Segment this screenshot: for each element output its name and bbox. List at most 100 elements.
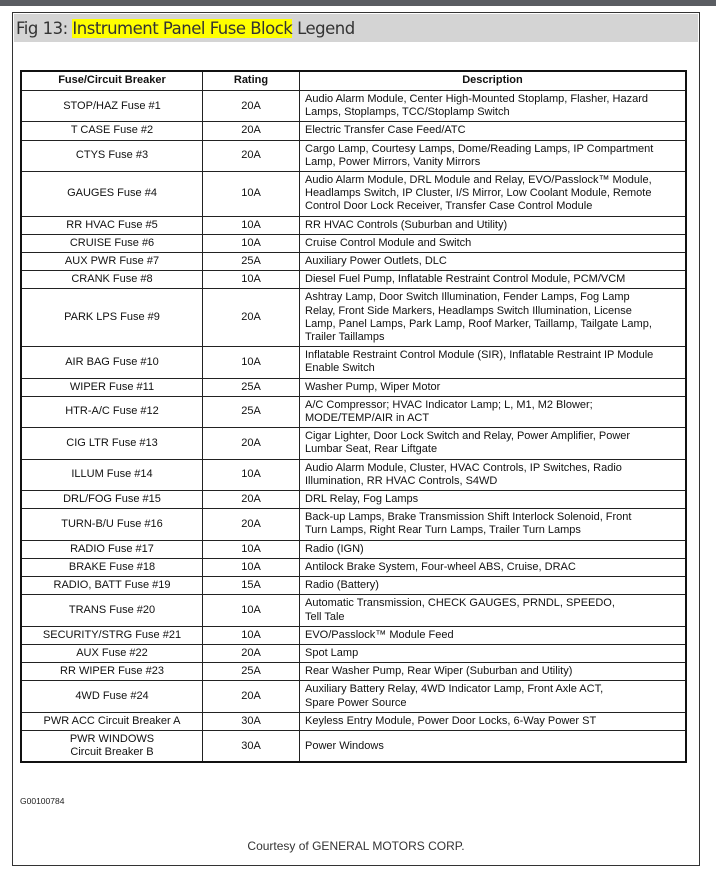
rating-cell: 20A (202, 643, 300, 664)
description-cell: Back-up Lamps, Brake Transmission Shift … (299, 508, 687, 541)
description-cell: Audio Alarm Module, Center High-Mounted … (299, 89, 687, 123)
table-row: CRANK Fuse #8 10A Diesel Fuel Pump, Inflat… (20, 270, 687, 290)
credit-line: Courtesy of GENERAL MOTORS CORP. (247, 839, 465, 853)
fuse-name-cell: RR WIPER Fuse #23 (20, 662, 203, 682)
figure-title-bar: Fig 13: Instrument Panel Fuse Block Lege… (14, 14, 698, 42)
rating-cell: 10A (202, 557, 300, 578)
fuse-name-cell: CRUISE Fuse #6 (20, 233, 203, 254)
table-row: TRANS Fuse #20 10A Automatic Transmission,… (20, 594, 687, 627)
fuse-name-cell: TRANS Fuse #20 (20, 594, 203, 627)
rating-cell: 10A (202, 594, 300, 627)
rating-cell: 20A (202, 121, 300, 141)
header-description: Description (299, 70, 687, 91)
fuse-name-cell: STOP/HAZ Fuse #1 (20, 89, 203, 123)
description-cell: Audio Alarm Module, DRL Module and Relay… (299, 171, 687, 217)
rating-cell: 20A (202, 427, 300, 460)
description-cell: Radio (Battery) (299, 576, 687, 596)
table-row: DRL/FOG Fuse #15 20A DRL Relay, Fog Lamps (20, 490, 687, 510)
rating-cell: 30A (202, 729, 300, 763)
header-fuse: Fuse/Circuit Breaker (20, 70, 203, 91)
table-row: TURN-B/U Fuse #16 20A Back-up Lamps, Brake… (20, 508, 687, 541)
table-row: CRUISE Fuse #6 10A Cruise Control Module a… (20, 233, 687, 254)
fuse-name-cell: CRANK Fuse #8 (20, 270, 203, 290)
title-highlight: Instrument Panel Fuse Block (72, 19, 293, 38)
table-row: RR WIPER Fuse #23 25A Rear Washer Pump, Re… (20, 662, 687, 682)
table-row: AUX PWR Fuse #7 25A Auxiliary Power Outlet… (20, 252, 687, 272)
table-header-row: Fuse/Circuit Breaker Rating Description (20, 70, 687, 91)
table-row: HTR-A/C Fuse #12 25A A/C Compressor; HVAC … (20, 395, 687, 429)
rating-cell: 10A (202, 270, 300, 290)
description-cell: A/C Compressor; HVAC Indicator Lamp; L, … (299, 395, 687, 429)
fuse-name-cell: ILLUM Fuse #14 (20, 458, 203, 492)
table-row: STOP/HAZ Fuse #1 20A Audio Alarm Module, C… (20, 89, 687, 123)
rating-cell: 25A (202, 377, 300, 397)
description-cell: Rear Washer Pump, Rear Wiper (Suburban a… (299, 662, 687, 682)
table-row: 4WD Fuse #24 20A Auxiliary Battery Relay, … (20, 680, 687, 713)
description-cell: Spot Lamp (299, 643, 687, 664)
fuse-name-cell: T CASE Fuse #2 (20, 121, 203, 141)
table-row: PWR WINDOWS Circuit Breaker B 30A Power Wi… (20, 729, 687, 763)
description-cell: Cruise Control Module and Switch (299, 233, 687, 254)
rating-cell: 10A (202, 625, 300, 645)
description-cell: EVO/Passlock™ Module Feed (299, 625, 687, 645)
description-cell: Electric Transfer Case Feed/ATC (299, 121, 687, 141)
table-row: SECURITY/STRG Fuse #21 10A EVO/Passlock™ M… (20, 625, 687, 645)
table-row: ILLUM Fuse #14 10A Audio Alarm Module, Clu… (20, 458, 687, 492)
fuse-name-cell: CTYS Fuse #3 (20, 139, 203, 173)
rating-cell: 25A (202, 395, 300, 429)
description-cell: RR HVAC Controls (Suburban and Utility) (299, 215, 687, 235)
figure-panel: Fig 13: Instrument Panel Fuse Block Lege… (12, 12, 700, 866)
figure-title: Fig 13: Instrument Panel Fuse Block Lege… (16, 19, 355, 38)
title-prefix: Fig 13: (16, 19, 73, 38)
fuse-name-cell: DRL/FOG Fuse #15 (20, 490, 203, 510)
description-cell: Keyless Entry Module, Power Door Locks, … (299, 711, 687, 731)
fuse-name-cell: RADIO, BATT Fuse #19 (20, 576, 203, 596)
rating-cell: 10A (202, 171, 300, 217)
description-cell: Inflatable Restraint Control Module (SIR… (299, 346, 687, 379)
fuse-name-cell: RADIO Fuse #17 (20, 539, 203, 559)
fuse-name-cell: WIPER Fuse #11 (20, 377, 203, 397)
fuse-name-cell: SECURITY/STRG Fuse #21 (20, 625, 203, 645)
table-row: PARK LPS Fuse #9 20A Ashtray Lamp, Door Sw… (20, 288, 687, 348)
table-row: RADIO Fuse #17 10A Radio (IGN) (20, 539, 687, 559)
fuse-name-cell: GAUGES Fuse #4 (20, 171, 203, 217)
fuse-name-cell: RR HVAC Fuse #5 (20, 215, 203, 235)
fuse-name-cell: TURN-B/U Fuse #16 (20, 508, 203, 541)
figure-code: G00100784 (20, 796, 65, 806)
table-row: PWR ACC Circuit Breaker A 30A Keyless Entr… (20, 711, 687, 731)
rating-cell: 10A (202, 539, 300, 559)
fuse-name-cell: PWR ACC Circuit Breaker A (20, 711, 203, 731)
description-cell: Ashtray Lamp, Door Switch Illumination, … (299, 288, 687, 348)
rating-cell: 25A (202, 252, 300, 272)
fuse-name-cell: 4WD Fuse #24 (20, 680, 203, 713)
description-cell: DRL Relay, Fog Lamps (299, 490, 687, 510)
description-cell: Audio Alarm Module, Cluster, HVAC Contro… (299, 458, 687, 492)
rating-cell: 10A (202, 458, 300, 492)
rating-cell: 20A (202, 490, 300, 510)
header-rating: Rating (202, 70, 300, 91)
description-cell: Power Windows (299, 729, 687, 763)
rating-cell: 20A (202, 288, 300, 348)
description-cell: Cigar Lighter, Door Lock Switch and Rela… (299, 427, 687, 460)
description-cell: Diesel Fuel Pump, Inflatable Restraint C… (299, 270, 687, 290)
table-row: CIG LTR Fuse #13 20A Cigar Lighter, Door L… (20, 427, 687, 460)
table-row: WIPER Fuse #11 25A Washer Pump, Wiper Moto… (20, 377, 687, 397)
rating-cell: 20A (202, 680, 300, 713)
rating-cell: 20A (202, 89, 300, 123)
fuse-name-cell: AUX PWR Fuse #7 (20, 252, 203, 272)
fuse-name-cell: PWR WINDOWS Circuit Breaker B (20, 729, 203, 763)
rating-cell: 20A (202, 139, 300, 173)
rating-cell: 10A (202, 233, 300, 254)
table-row: CTYS Fuse #3 20A Cargo Lamp, Courtesy Lamp… (20, 139, 687, 173)
rating-cell: 10A (202, 346, 300, 379)
description-cell: Automatic Transmission, CHECK GAUGES, PR… (299, 594, 687, 627)
table-row: RR HVAC Fuse #5 10A RR HVAC Controls (Subu… (20, 215, 687, 235)
description-cell: Cargo Lamp, Courtesy Lamps, Dome/Reading… (299, 139, 687, 173)
table-row: RADIO, BATT Fuse #19 15A Radio (Battery) (20, 576, 687, 596)
fuse-name-cell: CIG LTR Fuse #13 (20, 427, 203, 460)
description-cell: Auxiliary Power Outlets, DLC (299, 252, 687, 272)
rating-cell: 25A (202, 662, 300, 682)
rating-cell: 20A (202, 508, 300, 541)
top-bar (0, 0, 716, 6)
description-cell: Radio (IGN) (299, 539, 687, 559)
